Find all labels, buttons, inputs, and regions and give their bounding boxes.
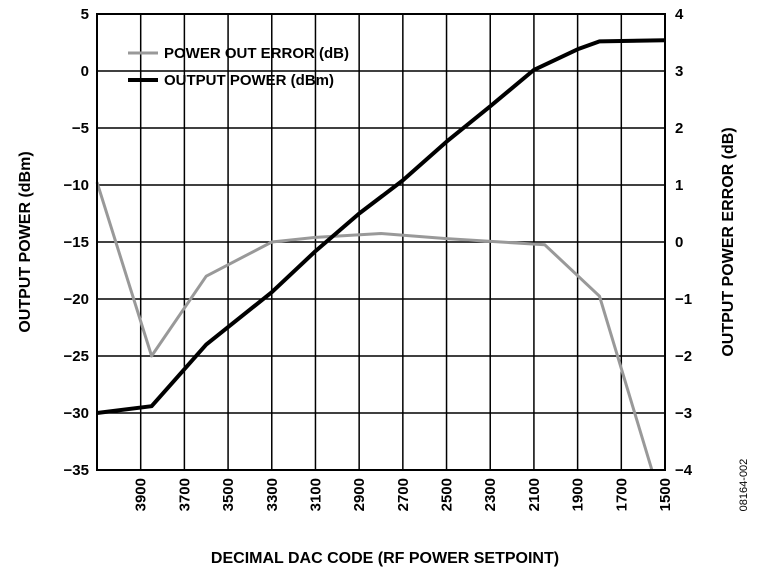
y2-tick-label: 0: [675, 234, 683, 251]
x-tick-label: 2500: [439, 478, 456, 511]
x-tick-label: 2100: [526, 478, 543, 511]
y-tick-label: −30: [64, 405, 89, 422]
x-tick-label: 1500: [657, 478, 674, 511]
y-axis-label: OUTPUT POWER (dBm): [17, 151, 34, 332]
plot-frame: [96, 13, 666, 471]
y-tick-label: 0: [81, 63, 89, 80]
x-tick-label: 1700: [613, 478, 630, 511]
y-tick-label: −25: [64, 348, 89, 365]
x-tick-label: 3900: [133, 478, 150, 511]
series-line-power-out-error: [95, 181, 654, 471]
y2-axis-label: OUTPUT POWER ERROR (dB): [720, 127, 737, 356]
series-layer: [95, 38, 666, 471]
y2-tick-label: 1: [675, 177, 683, 194]
x-tick-label: 2900: [351, 478, 368, 511]
x-tick-label: 3300: [264, 478, 281, 511]
x-axis-label: DECIMAL DAC CODE (RF POWER SETPOINT): [211, 550, 559, 567]
y-tick-label: −5: [72, 120, 89, 137]
figure-id: 08164-002: [738, 459, 750, 512]
x-tick-label: 3700: [176, 478, 193, 511]
y2-tick-label: 4: [675, 6, 684, 23]
y-tick-label: −15: [64, 234, 89, 251]
y2-tick-label: −1: [675, 291, 692, 308]
y2-tick-label: −4: [675, 462, 693, 479]
y2-tick-label: 3: [675, 63, 683, 80]
x-tick-label: 1900: [570, 478, 587, 511]
y-tick-label: −35: [64, 462, 89, 479]
x-tick-label: 3500: [220, 478, 237, 511]
tick-labels: 5 0 −5 −10 −15 −20 −25 −30 −35 4 3 2 1 0 −1 −2 −3 −4 3900 3…: [64, 6, 693, 511]
y-tick-label: 5: [81, 6, 89, 23]
y-tick-label: −20: [64, 291, 89, 308]
y-tick-label: −10: [64, 177, 89, 194]
y2-tick-label: 2: [675, 120, 683, 137]
legend-label-output-power: OUTPUT POWER (dBm): [164, 72, 334, 89]
series-line-output-power: [96, 38, 666, 415]
x-tick-label: 2700: [395, 478, 412, 511]
x-tick-label: 2300: [482, 478, 499, 511]
legend: POWER OUT ERROR (dB) OUTPUT POWER (dBm): [128, 45, 349, 89]
x-tick-label: 3100: [307, 478, 324, 511]
y2-tick-label: −2: [675, 348, 692, 365]
legend-label-power-out-error: POWER OUT ERROR (dB): [164, 45, 349, 62]
y2-tick-label: −3: [675, 405, 692, 422]
